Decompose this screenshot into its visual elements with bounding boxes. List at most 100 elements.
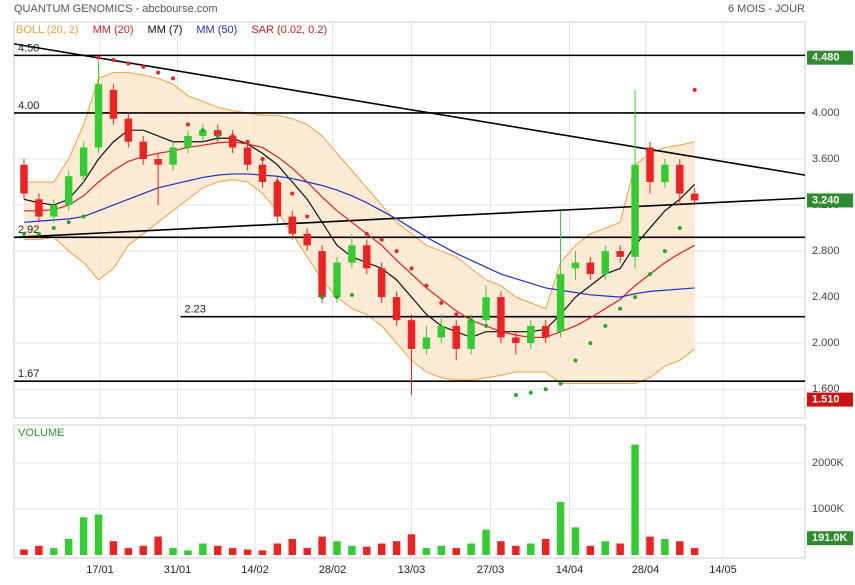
sar-dot <box>484 323 489 328</box>
candle-body <box>556 274 565 332</box>
x-tick-label: 13/03 <box>398 564 426 576</box>
candle-body <box>616 251 624 257</box>
volume-bar <box>109 541 118 556</box>
candle-body <box>586 262 595 275</box>
sar-dot <box>66 220 71 225</box>
sar-dot <box>573 358 578 363</box>
sar-dot <box>36 231 41 236</box>
legend-entry: BOLL (20, 2) <box>16 24 79 36</box>
candle-body <box>228 135 237 148</box>
volume-bar <box>184 550 192 556</box>
volume-bar <box>64 538 73 556</box>
sar-dot <box>498 329 503 334</box>
x-tick-label: 28/04 <box>632 564 660 576</box>
candle-body <box>392 297 401 321</box>
volume-bar <box>288 538 296 556</box>
x-tick-label: 28/02 <box>319 564 347 576</box>
volume-bar <box>50 548 58 556</box>
bollinger-line <box>23 179 696 384</box>
price-badge <box>807 193 853 208</box>
chart-subtitle: 6 MOIS - JOUR <box>728 3 805 15</box>
volume-bar <box>661 538 669 556</box>
volume-bar <box>94 514 103 556</box>
volume-bar <box>482 529 490 556</box>
candle-body <box>169 147 177 165</box>
sar-dot <box>379 237 384 242</box>
price-badge <box>807 50 853 65</box>
sar-dot <box>692 87 697 92</box>
sar-dot <box>81 214 86 219</box>
volume-bar <box>377 543 386 556</box>
sar-dot <box>633 295 638 300</box>
sar-dot <box>364 231 369 236</box>
trend-line <box>13 43 806 176</box>
x-tick-label: 14/02 <box>241 564 269 576</box>
candle-body <box>377 268 386 298</box>
sar-dot <box>543 387 548 392</box>
sar-dot <box>230 133 235 138</box>
price-badge <box>807 531 853 546</box>
level-label: 2.23 <box>184 304 205 316</box>
volume-bar <box>228 548 237 556</box>
x-tick-label: 17/01 <box>86 564 114 576</box>
candle-body <box>109 89 118 119</box>
candle-body <box>124 118 133 142</box>
candle-body <box>482 297 490 321</box>
volume-bar <box>512 545 520 556</box>
volume-bar <box>586 545 595 556</box>
x-tick-label: 27/03 <box>477 564 505 576</box>
candle-body <box>527 325 535 344</box>
y-tick-label: 2.800 <box>812 245 840 257</box>
sar-dot <box>528 390 533 395</box>
y-tick-label: 1000K <box>812 503 844 515</box>
sar-dot <box>245 139 250 144</box>
sar-dot <box>394 249 399 254</box>
sar-dot <box>111 57 116 62</box>
sar-dot <box>439 300 444 305</box>
candle-body <box>273 182 282 217</box>
volume-bar <box>333 541 341 556</box>
candle-body <box>20 164 28 194</box>
legend-entry: MM (20) <box>93 24 134 36</box>
volume-bar <box>169 548 177 556</box>
volume-bar <box>139 545 147 556</box>
x-tick-label: 14/04 <box>556 564 584 576</box>
candle-body <box>497 297 505 338</box>
candle-body <box>601 251 610 275</box>
price-badge-label: 1.510 <box>812 393 840 405</box>
volume-bar <box>392 541 401 556</box>
legend-entry: MM (50) <box>196 24 237 36</box>
candle-body <box>184 135 192 148</box>
volume-bar <box>318 536 326 556</box>
sar-dot <box>126 61 131 66</box>
volume-bar <box>35 545 43 556</box>
candle-body <box>646 147 654 183</box>
x-tick-label: 14/05 <box>709 564 737 576</box>
volume-bar <box>616 543 624 556</box>
y-tick-label: 4.000 <box>812 107 840 119</box>
sar-dot <box>141 64 146 69</box>
candle-body <box>303 233 311 246</box>
x-tick-label: 31/01 <box>164 564 192 576</box>
volume-bar <box>556 502 565 556</box>
candle-body <box>437 325 446 338</box>
sar-dot <box>215 133 220 138</box>
volume-bar <box>199 543 207 556</box>
candle-body <box>407 320 416 349</box>
price-badge-label: 191.0K <box>812 532 848 544</box>
volume-bar <box>527 543 535 556</box>
volume-bar <box>497 541 505 556</box>
sar-dot <box>424 283 429 288</box>
sar-dot <box>662 249 667 254</box>
sar-dot <box>51 226 56 231</box>
moving-average <box>23 173 695 298</box>
sar-dot <box>558 381 563 386</box>
legend-entry: SAR (0.02, 0.2) <box>251 24 327 36</box>
candle-body <box>348 245 356 263</box>
y-tick-label: 2.400 <box>812 291 840 303</box>
sar-dot <box>349 292 354 297</box>
candle-body <box>541 325 550 338</box>
candle-body <box>422 337 431 349</box>
candle-body <box>154 158 162 165</box>
